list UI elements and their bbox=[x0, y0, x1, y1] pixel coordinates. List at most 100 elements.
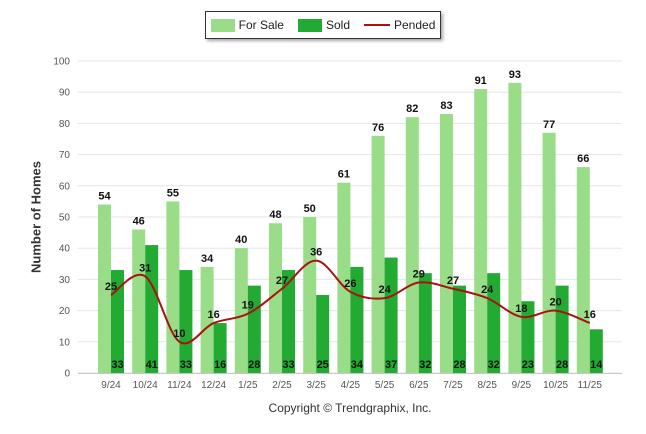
y-tick-label: 20 bbox=[59, 306, 71, 317]
bar-for-sale bbox=[132, 229, 146, 373]
bar-sold bbox=[179, 270, 193, 373]
x-tick-label: 12/24 bbox=[201, 380, 226, 391]
y-tick-label: 70 bbox=[59, 150, 71, 161]
bar-sold bbox=[521, 301, 535, 373]
label-sold: 14 bbox=[590, 359, 603, 371]
label-sold: 33 bbox=[111, 359, 123, 371]
label-for-sale: 76 bbox=[372, 122, 384, 134]
bar-sold bbox=[418, 273, 432, 373]
bar-for-sale bbox=[542, 132, 556, 373]
label-for-sale: 83 bbox=[440, 100, 452, 112]
bar-for-sale bbox=[200, 266, 214, 373]
bar-for-sale bbox=[508, 82, 522, 373]
label-for-sale: 91 bbox=[475, 75, 487, 87]
legend-item-pended[interactable]: Pended bbox=[364, 18, 435, 32]
label-for-sale: 34 bbox=[201, 253, 214, 265]
label-sold: 16 bbox=[214, 359, 226, 371]
label-sold: 28 bbox=[453, 359, 465, 371]
legend-swatch-pended bbox=[364, 24, 390, 26]
label-pended: 16 bbox=[207, 309, 219, 321]
label-pended: 18 bbox=[515, 303, 527, 315]
label-sold: 32 bbox=[488, 359, 500, 371]
label-for-sale: 54 bbox=[98, 191, 111, 203]
y-tick-label: 30 bbox=[59, 275, 71, 286]
bar-for-sale bbox=[303, 217, 317, 373]
label-for-sale: 50 bbox=[304, 203, 316, 215]
y-tick-label: 80 bbox=[59, 119, 71, 130]
x-axis: 9/24 10/24 11/24 12/24 1/25 2/25 3/25 4/25 5/25 6… bbox=[78, 373, 622, 391]
bar-for-sale bbox=[371, 135, 385, 373]
bar-sold bbox=[145, 245, 159, 373]
x-tick-label: 9/24 bbox=[101, 380, 121, 391]
bar-sold bbox=[213, 323, 227, 373]
y-tick-label: 90 bbox=[59, 88, 71, 99]
legend[interactable]: For Sale Sold Pended bbox=[205, 11, 441, 39]
label-pended: 19 bbox=[242, 300, 254, 312]
bar-for-sale bbox=[405, 117, 419, 373]
bar-sold bbox=[111, 270, 124, 373]
label-pended: 16 bbox=[584, 309, 596, 321]
y-tick-label: 0 bbox=[64, 369, 70, 380]
y-tick-label: 60 bbox=[59, 181, 71, 192]
label-for-sale: 77 bbox=[543, 119, 555, 131]
series-pended-line bbox=[110, 259, 591, 345]
label-pended: 31 bbox=[139, 262, 151, 274]
label-for-sale: 61 bbox=[338, 169, 350, 181]
x-tick-label: 11/25 bbox=[578, 380, 603, 391]
bar-sold bbox=[453, 285, 466, 373]
x-tick-label: 10/24 bbox=[133, 380, 158, 391]
label-sold: 41 bbox=[146, 359, 158, 371]
legend-label-pended: Pended bbox=[394, 18, 436, 32]
label-for-sale: 93 bbox=[509, 69, 521, 81]
label-pended: 24 bbox=[481, 284, 494, 296]
label-sold: 33 bbox=[180, 359, 192, 371]
x-tick-label: 5/25 bbox=[375, 380, 395, 391]
x-tick-label: 1/25 bbox=[238, 380, 258, 391]
bar-for-sale bbox=[440, 114, 453, 373]
x-tick-label: 11/24 bbox=[167, 380, 192, 391]
bar-for-sale bbox=[234, 248, 248, 373]
bar-sold bbox=[589, 329, 603, 373]
bar-for-sale bbox=[576, 167, 590, 373]
bar-sold bbox=[487, 273, 501, 373]
x-tick-label: 8/25 bbox=[477, 380, 497, 391]
legend-swatch-for-sale bbox=[210, 18, 235, 32]
label-sold: 28 bbox=[556, 359, 568, 371]
legend-label-sold: Sold bbox=[325, 18, 350, 32]
x-tick-label: 7/25 bbox=[443, 380, 463, 391]
label-for-sale: 66 bbox=[577, 153, 589, 165]
legend-item-for-sale[interactable]: For Sale bbox=[210, 18, 284, 32]
x-tick-label: 6/25 bbox=[409, 380, 429, 391]
label-pended: 36 bbox=[310, 247, 322, 259]
data-labels: 54 46 55 34 40 48 50 61 76 82 83 91 93 77 66 33 41 33 16 28… bbox=[98, 69, 603, 371]
bar-sold bbox=[282, 270, 295, 373]
label-pended: 27 bbox=[447, 275, 459, 287]
label-sold: 25 bbox=[317, 359, 329, 371]
bar-sold bbox=[384, 257, 398, 373]
bar-for-sale bbox=[269, 223, 282, 373]
bar-sold bbox=[316, 295, 330, 373]
label-pended: 24 bbox=[378, 284, 391, 296]
bar-sold bbox=[555, 285, 569, 373]
bars bbox=[98, 82, 603, 373]
label-pended: 27 bbox=[276, 275, 288, 287]
label-sold: 28 bbox=[248, 359, 260, 371]
label-sold: 33 bbox=[282, 359, 294, 371]
x-tick-label: 10/25 bbox=[543, 380, 568, 391]
label-pended: 25 bbox=[105, 281, 117, 293]
legend-item-sold[interactable]: Sold bbox=[297, 18, 350, 32]
bar-for-sale bbox=[474, 89, 488, 373]
label-sold: 32 bbox=[419, 359, 431, 371]
y-axis-label: Number of Homes bbox=[28, 161, 44, 273]
label-sold: 37 bbox=[385, 359, 397, 371]
label-for-sale: 48 bbox=[269, 209, 281, 221]
x-tick-label: 4/25 bbox=[341, 380, 361, 391]
label-pended: 29 bbox=[413, 269, 425, 281]
y-tick-label: 50 bbox=[59, 213, 71, 224]
label-pended: 20 bbox=[549, 297, 561, 309]
y-tick-label: 40 bbox=[59, 244, 71, 255]
y-tick-label: 10 bbox=[59, 337, 71, 348]
x-tick-label: 3/25 bbox=[306, 380, 326, 391]
label-sold: 23 bbox=[522, 359, 534, 371]
